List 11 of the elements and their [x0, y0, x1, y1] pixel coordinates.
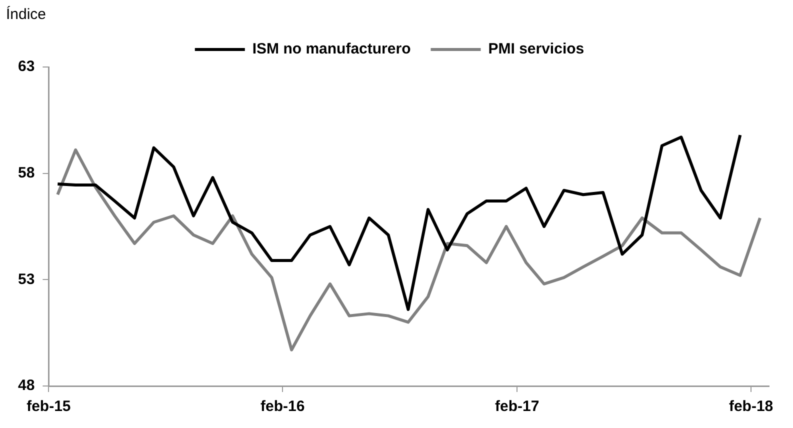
y-tick-label: 48: [18, 377, 35, 394]
y-tick-label: 63: [18, 58, 35, 76]
y-axis-title: Índice: [6, 6, 46, 23]
x-tick-label: feb-17: [495, 398, 540, 416]
x-tick-label: feb-18: [728, 398, 774, 416]
legend-label: ISM no manufacturero: [252, 40, 411, 58]
y-tick-label: 53: [18, 270, 35, 288]
legend-label: PMI servicios: [488, 40, 584, 58]
x-tick-label: feb-16: [260, 398, 305, 416]
x-tick-label: feb-15: [26, 398, 71, 416]
y-tick-label: 58: [18, 164, 35, 182]
